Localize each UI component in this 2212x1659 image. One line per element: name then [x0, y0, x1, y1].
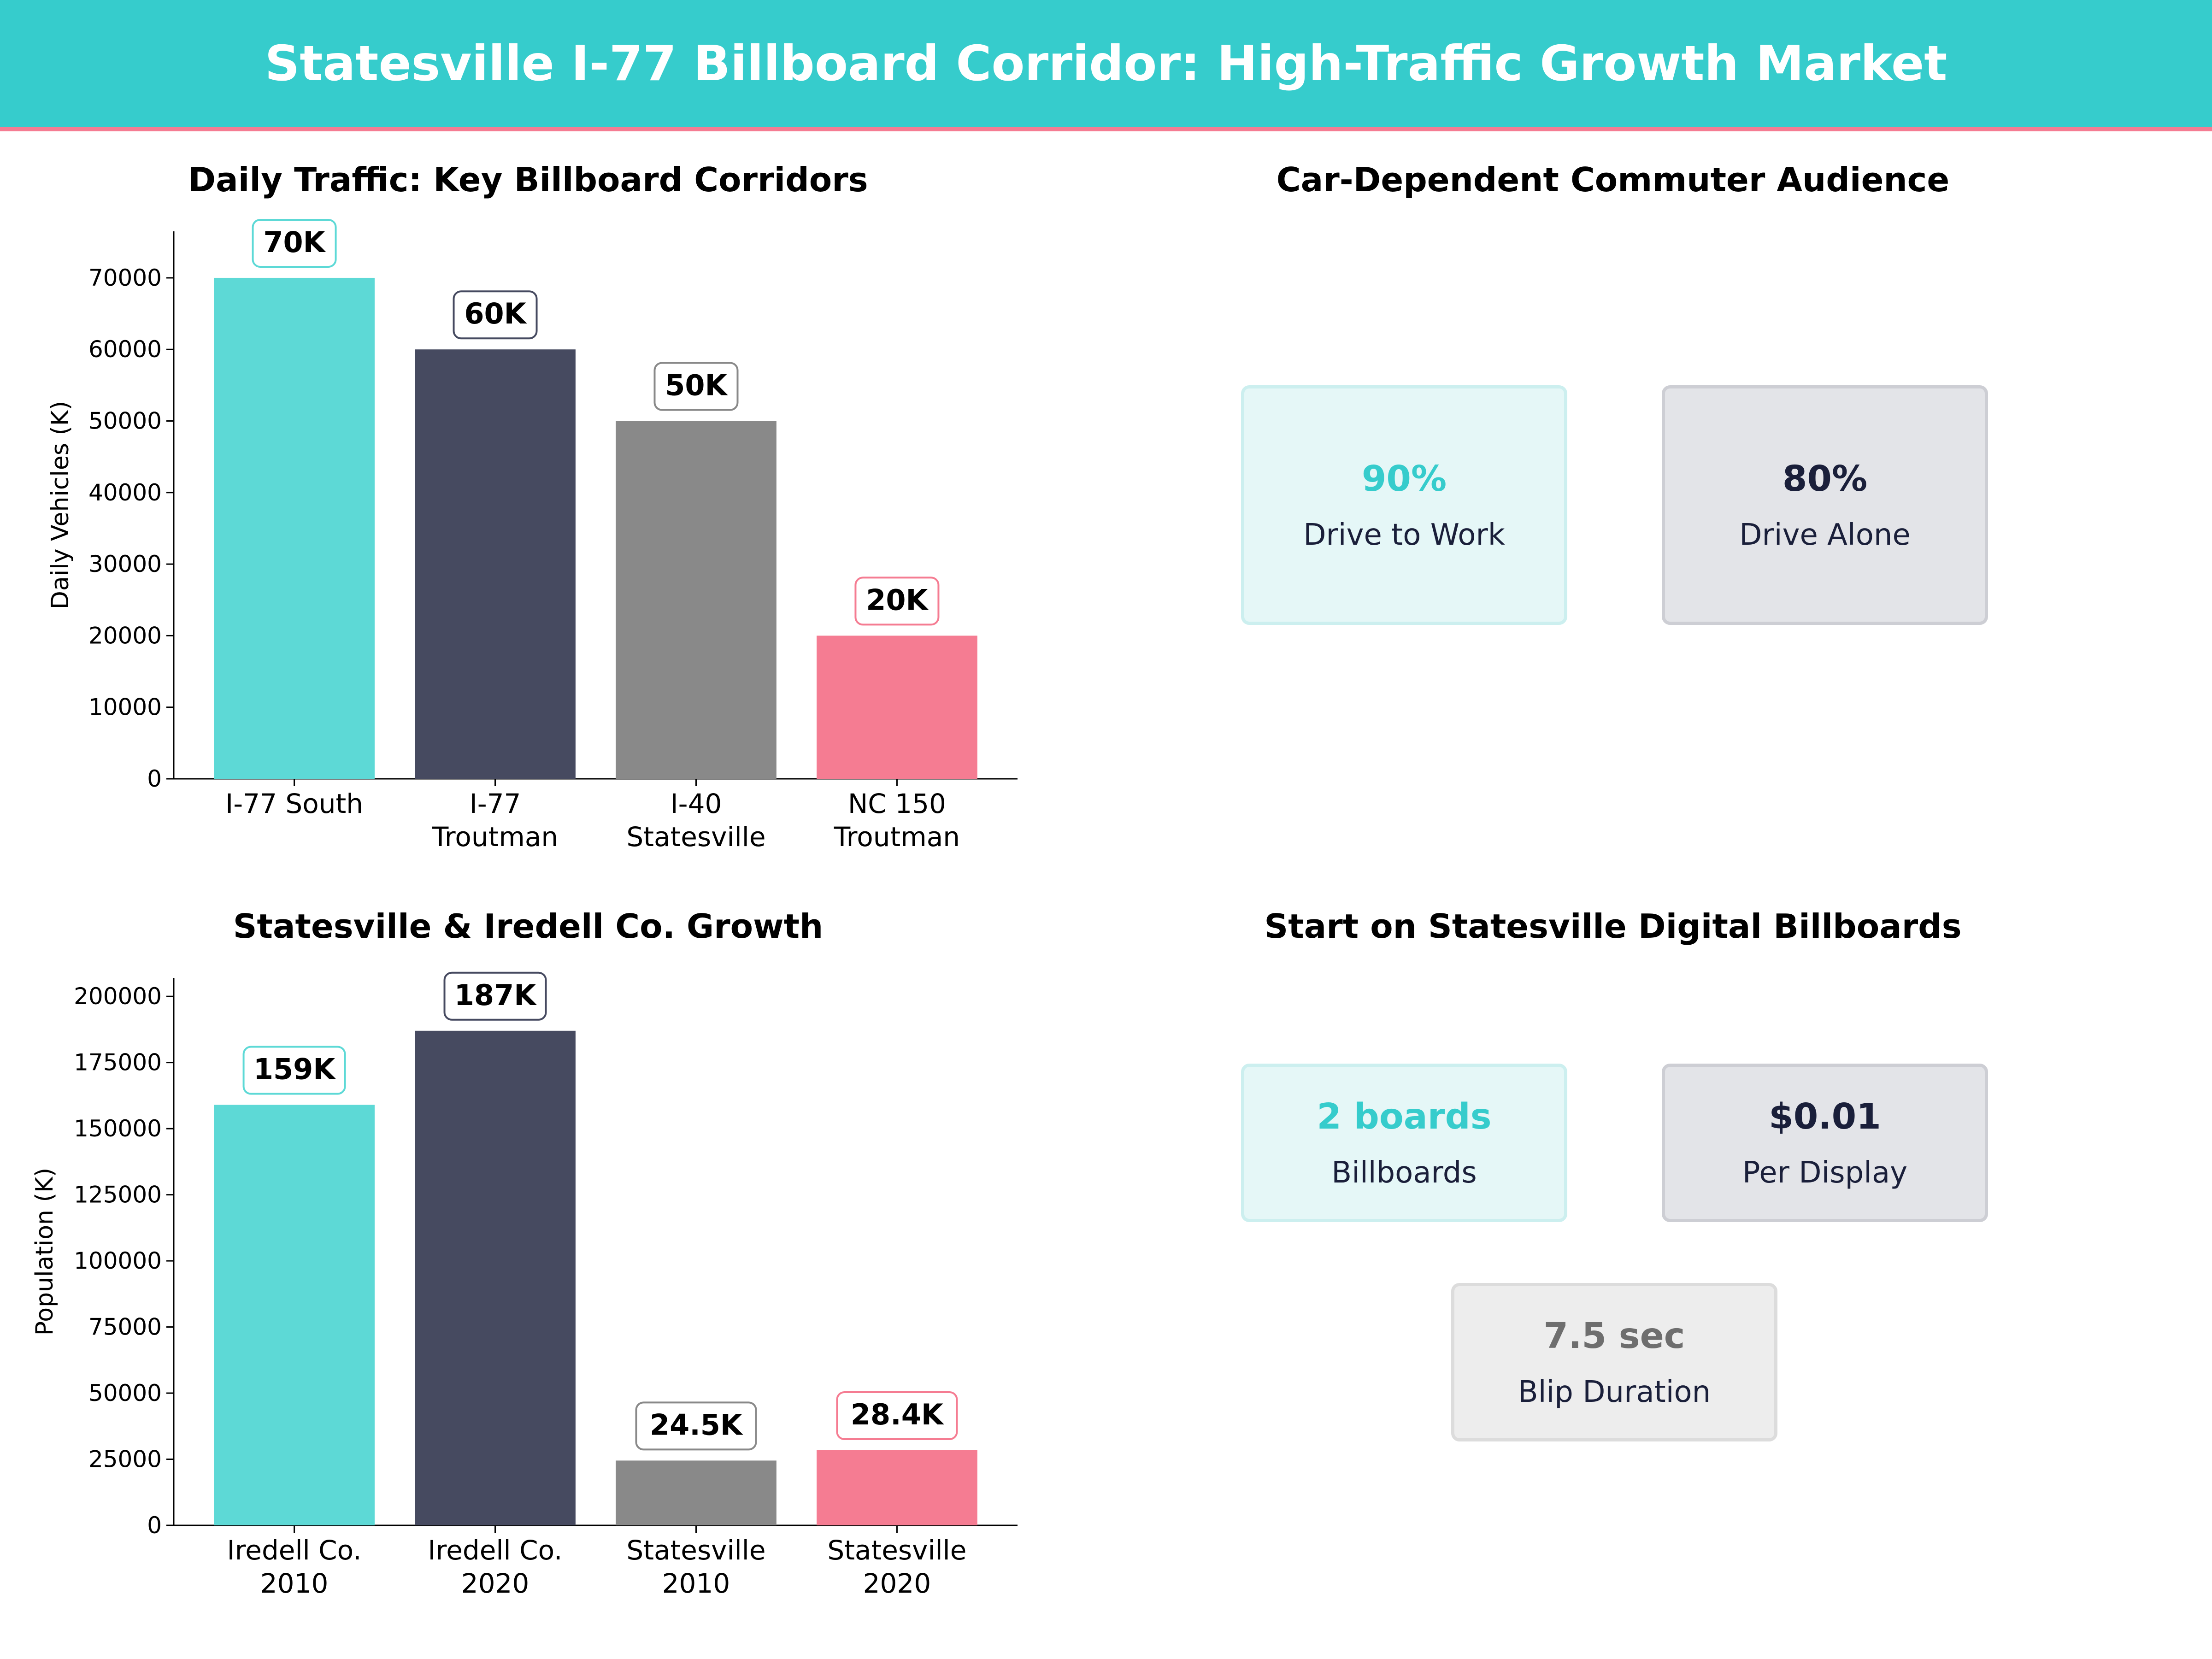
data-label-box [653, 362, 739, 411]
blip-duration-card: 7.5 sec Blip Duration [1451, 1283, 1777, 1441]
y-tick-label: 50000 [88, 408, 162, 435]
y-tick-label: 175000 [74, 1049, 162, 1076]
billboards-count-value: 2 boards [1317, 1096, 1492, 1137]
data-label: 20K [866, 583, 929, 617]
price-per-display-label: Per Display [1742, 1155, 1908, 1190]
bar [214, 1105, 375, 1525]
title-banner: Statesville I-77 Billboard Corridor: Hig… [0, 0, 2212, 131]
y-tick-label: 100000 [74, 1247, 162, 1274]
data-label: 60K [464, 297, 527, 330]
data-label: 50K [665, 369, 728, 402]
billboards-panel-title: Start on Statesville Digital Billboards [1264, 907, 1962, 946]
bar [616, 421, 777, 779]
billboards-count-card: 2 boards Billboards [1241, 1064, 1567, 1222]
y-tick-label: 0 [147, 1512, 162, 1539]
y-axis-label: Population (K) [31, 1168, 59, 1335]
commuter-panel-title: Car-Dependent Commuter Audience [1276, 160, 1950, 199]
y-tick-label: 125000 [74, 1182, 162, 1208]
data-label-box [252, 218, 337, 268]
drive-to-work-label: Drive to Work [1303, 518, 1505, 552]
x-tick-label: Iredell Co. 2020 [428, 1535, 563, 1599]
price-per-display-value: $0.01 [1769, 1096, 1881, 1137]
data-label-box [635, 1401, 757, 1451]
bar [817, 1450, 977, 1525]
data-label-box [453, 290, 538, 340]
y-tick-label: 30000 [88, 551, 162, 577]
data-label-box [242, 1046, 346, 1095]
data-label: 24.5K [650, 1408, 743, 1441]
bar [214, 277, 375, 779]
x-tick-label: I-77 South [225, 788, 363, 819]
x-tick-label: Statesville 2020 [827, 1535, 966, 1599]
drive-alone-card: 80% Drive Alone [1662, 385, 1988, 625]
y-tick-label: 50000 [88, 1380, 162, 1406]
y-tick-label: 200000 [74, 983, 162, 1010]
y-tick-label: 75000 [88, 1314, 162, 1341]
page-title: Statesville I-77 Billboard Corridor: Hig… [265, 35, 1947, 92]
traffic-chart-title: Daily Traffic: Key Billboard Corridors [188, 160, 868, 199]
x-tick-label: I-40 Statesville [626, 788, 765, 853]
y-tick-label: 70000 [88, 265, 162, 291]
data-label: 70K [263, 225, 326, 259]
data-label: 187K [454, 978, 537, 1012]
drive-alone-label: Drive Alone [1739, 518, 1911, 552]
drive-alone-value: 80% [1782, 458, 1868, 500]
y-tick-label: 20000 [88, 622, 162, 649]
data-label-box [443, 971, 547, 1021]
data-label: 159K [253, 1052, 336, 1086]
drive-to-work-value: 90% [1361, 458, 1447, 500]
y-tick-label: 25000 [88, 1446, 162, 1473]
y-tick-label: 40000 [88, 479, 162, 506]
bar [817, 635, 977, 779]
x-tick-label: Iredell Co. 2010 [227, 1535, 362, 1599]
y-tick-label: 150000 [74, 1115, 162, 1142]
x-tick-label: NC 150 Troutman [834, 788, 960, 853]
x-tick-label: I-77 Troutman [432, 788, 558, 853]
y-tick-label: 60000 [88, 336, 162, 363]
bar [616, 1460, 777, 1525]
x-tick-label: Statesville 2010 [626, 1535, 765, 1599]
bar [415, 349, 576, 779]
y-axis-label: Daily Vehicles (K) [47, 401, 74, 609]
data-label-box [836, 1391, 958, 1441]
blip-duration-label: Blip Duration [1518, 1375, 1711, 1409]
drive-to-work-card: 90% Drive to Work [1241, 385, 1567, 625]
growth-chart-title: Statesville & Iredell Co. Growth [233, 907, 824, 946]
y-tick-label: 10000 [88, 694, 162, 721]
billboards-count-label: Billboards [1331, 1155, 1477, 1190]
data-label: 28.4K [851, 1398, 944, 1431]
blip-duration-value: 7.5 sec [1543, 1315, 1685, 1357]
price-per-display-card: $0.01 Per Display [1662, 1064, 1988, 1222]
y-tick-label: 0 [147, 765, 162, 792]
data-label-box [854, 577, 940, 626]
bar [415, 1030, 576, 1525]
